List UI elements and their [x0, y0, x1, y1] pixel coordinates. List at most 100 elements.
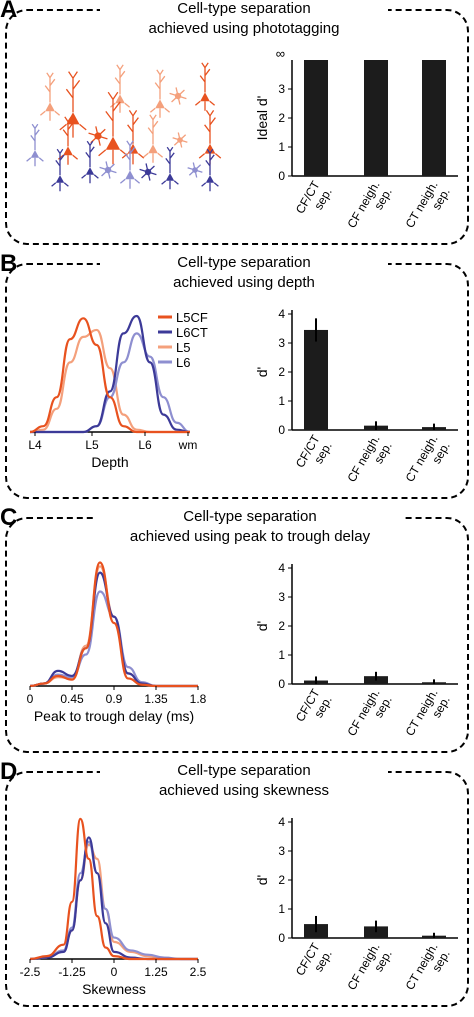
x-tick-label: -1.25 — [58, 965, 86, 979]
neuron-soma — [148, 144, 158, 154]
x-axis-label: Peak to trough delay (ms) — [34, 708, 194, 724]
title-line-2: achieved using phototagging — [148, 20, 340, 37]
category-label: CT neigh.sep. — [403, 179, 453, 231]
neuron-soma — [45, 102, 55, 112]
neuron-dendrites — [169, 87, 187, 105]
panel-title: Cell-type separation achieved using dept… — [100, 253, 388, 293]
y-axis-label: d' — [254, 875, 270, 885]
x-tick-label: 0 — [27, 692, 34, 706]
series-l5-line — [29, 843, 198, 961]
neuron-dendrites — [119, 140, 141, 189]
neuron-dendrites — [194, 62, 216, 111]
panel-b: B Cell-type separation achieved using de… — [0, 250, 474, 508]
title-line-1: Cell-type separation — [177, 762, 311, 779]
panel-title: Cell-type separation achieved using skew… — [100, 761, 388, 801]
neuron-soma — [165, 173, 175, 181]
neuron-dendrites — [81, 140, 99, 184]
category-label: CF neigh.sep. — [344, 687, 394, 739]
neuron-dendrites — [99, 161, 117, 179]
x-tick-label: L5 — [85, 438, 99, 452]
panel-title: Cell-type separation achieved using peak… — [96, 507, 404, 547]
neuron-soma — [204, 143, 216, 154]
panel-letter: B — [0, 250, 18, 277]
x-tick-label: -2.5 — [20, 965, 41, 979]
neuron-dendrites — [142, 114, 164, 163]
neuron-dendrites — [149, 69, 171, 118]
series-l5cf-line — [29, 817, 198, 961]
panel-c-plots: 0 0.45 0.9 1.35 1.8 Peak to trough delay (ms)… — [27, 561, 458, 739]
neuron-soma — [105, 136, 121, 150]
y-tick-label: 3 — [278, 590, 285, 604]
series-l5cf-line — [29, 561, 198, 688]
x-tick-label: 0 — [111, 965, 118, 979]
y-tick-label: 2 — [278, 873, 285, 887]
y-tick-label: 2 — [278, 619, 285, 633]
neuron-soma — [200, 92, 210, 102]
title-line-1: Cell-type separation — [183, 508, 317, 525]
y-tick-label: 1 — [278, 140, 285, 154]
legend-label: L5 — [176, 340, 190, 355]
neuron-dendrites — [198, 110, 222, 165]
legend-label: L6CT — [176, 325, 208, 340]
bar — [304, 329, 328, 430]
y-tick-label: 0 — [278, 677, 285, 691]
title-line-2: achieved using skewness — [158, 782, 330, 799]
panel-c: C Cell-type separation achieved using pe… — [0, 504, 474, 762]
neuron-dendrites — [121, 110, 145, 165]
density-plot: -2.5 -1.25 0 1.25 2.5 Skewness — [20, 817, 207, 997]
x-axis-label: Skewness — [82, 981, 146, 997]
y-tick-label: 0 — [278, 169, 285, 183]
y-tick-label: 3 — [278, 336, 285, 350]
y-tick-label: 1 — [278, 394, 285, 408]
neuron-dendrites — [88, 126, 108, 146]
neuron-dendrites — [59, 71, 87, 138]
title-line-2: achieved using depth — [173, 274, 315, 291]
series-l6ct-line — [29, 571, 198, 688]
y-axis-label: d' — [254, 621, 270, 631]
y-tick-label: 4 — [278, 815, 285, 829]
bar — [304, 60, 328, 176]
series-l5cf-line — [29, 317, 190, 434]
neuron-soma — [63, 146, 73, 156]
y-tick-label: 2 — [278, 111, 285, 125]
x-tick-label: 1.8 — [190, 692, 207, 706]
panel-a: A Cell-type separation achieved using ph… — [0, 0, 474, 254]
y-tick-label: 3 — [278, 82, 285, 96]
neuron-dendrites — [26, 123, 44, 167]
y-tick-label: 3 — [278, 844, 285, 858]
neuron-dendrites — [98, 91, 128, 165]
x-tick-label: 1.35 — [144, 692, 168, 706]
panel-letter: A — [0, 0, 18, 23]
neuron-dendrites — [172, 132, 188, 148]
title-line-1: Cell-type separation — [177, 254, 311, 271]
bar — [422, 60, 446, 176]
x-tick-label: 2.5 — [190, 965, 207, 979]
legend-label: L5CF — [176, 310, 208, 325]
neuron-soma — [55, 175, 65, 183]
neuron-soma — [66, 112, 80, 125]
category-label: CF neigh.sep. — [344, 433, 394, 485]
legend-label: L6 — [176, 355, 190, 370]
y-tick-label: ∞ — [276, 46, 285, 61]
series-l6ct-line — [30, 314, 191, 434]
neuron-soma — [155, 99, 165, 109]
series-l5-line — [29, 565, 198, 688]
category-label: CT neigh.sep. — [403, 941, 453, 993]
panel-letter: C — [0, 504, 18, 531]
neuron-dendrites — [139, 163, 157, 181]
neuron-dendrites — [51, 148, 69, 192]
panel-title: Cell-type separation achieved using phot… — [100, 0, 388, 39]
x-tick-label: L4 — [28, 438, 42, 452]
neuron-dendrites — [161, 146, 179, 190]
neuron-dendrites — [39, 72, 61, 121]
neuron-soma — [115, 94, 125, 104]
density-plot: 0 0.45 0.9 1.35 1.8 Peak to trough delay (ms) — [27, 561, 207, 724]
